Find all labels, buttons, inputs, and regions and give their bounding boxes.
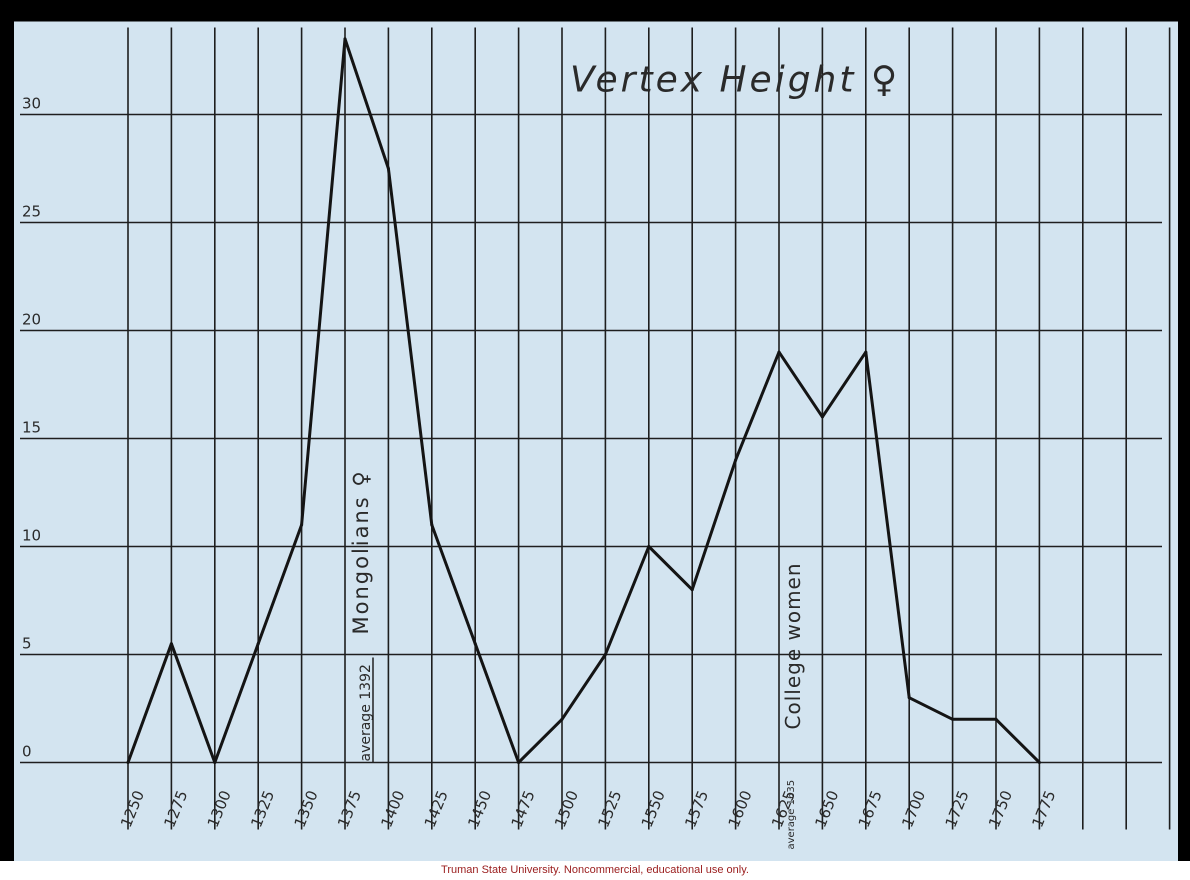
- data-point: [907, 696, 911, 700]
- data-point: [647, 545, 651, 548]
- data-point: [430, 523, 434, 527]
- y-tick-label: 0: [22, 743, 32, 761]
- data-point: [126, 761, 130, 764]
- data-point: [690, 588, 694, 592]
- y-tick-label: 25: [22, 203, 41, 221]
- chart-paper: [14, 21, 1178, 867]
- caption-bar: Truman State University. Noncommercial, …: [0, 861, 1190, 880]
- annotation-average-1392: average 1392: [358, 664, 374, 761]
- y-tick-label: 10: [22, 527, 41, 545]
- annotation-average-1392-text: average 1392: [358, 664, 374, 761]
- y-tick-label: 15: [22, 419, 41, 437]
- y-tick-label: 30: [22, 95, 41, 113]
- data-point: [343, 37, 347, 41]
- annotation-college-women: College women: [781, 562, 805, 729]
- data-point: [734, 458, 738, 462]
- annotation-average-1635: average 1635: [786, 780, 797, 850]
- caption-text: Truman State University. Noncommercial, …: [441, 864, 749, 876]
- y-tick-label: 5: [22, 635, 32, 653]
- chart-title: Vertex Height ♀: [570, 60, 900, 101]
- data-point: [473, 642, 477, 646]
- annotation-mongolians-text: Mongolians ♀: [349, 469, 373, 634]
- data-point: [560, 717, 564, 721]
- annotation-mongolians: Mongolians ♀: [349, 469, 373, 634]
- data-point: [864, 350, 868, 354]
- data-point: [517, 761, 521, 764]
- data-point: [386, 167, 390, 170]
- series-layer: [126, 37, 1041, 764]
- y-tick-label: 20: [22, 311, 41, 329]
- data-point: [256, 642, 260, 646]
- data-point: [951, 717, 955, 721]
- data-point: [994, 717, 998, 721]
- data-point: [300, 523, 304, 527]
- annotation-college-women-text: College women: [781, 562, 805, 729]
- data-point: [820, 415, 824, 419]
- data-point: [169, 642, 173, 646]
- data-point: [777, 350, 781, 354]
- data-point: [603, 653, 607, 656]
- data-point: [213, 761, 217, 764]
- series-line: [126, 37, 1041, 764]
- annotation-average-1635-text: average 1635: [786, 780, 797, 850]
- data-point: [1037, 761, 1041, 764]
- y-tick-labels: 0 5 10 15 20 25 30: [22, 95, 41, 761]
- grid: [20, 27, 1171, 830]
